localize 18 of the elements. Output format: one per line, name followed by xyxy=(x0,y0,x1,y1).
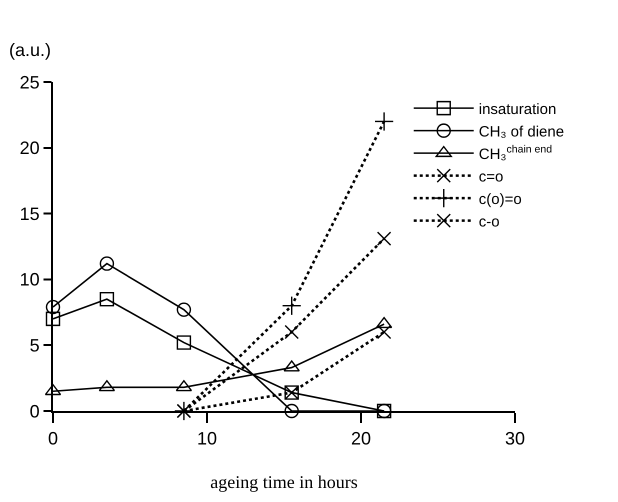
legend-label: insaturation xyxy=(478,100,556,118)
y-tick-label: 0 xyxy=(30,401,40,422)
legend-label: c(o)=o xyxy=(478,190,522,208)
y-tick-label: 5 xyxy=(30,336,40,356)
legend-label: CH₃ of diene xyxy=(478,123,564,140)
x-axis-title: ageing time in hours xyxy=(210,472,358,492)
y-tick-label: 10 xyxy=(20,270,40,290)
x-tick-label: 20 xyxy=(350,428,372,448)
x-tick-label: 10 xyxy=(196,428,218,448)
x-tick-label: 30 xyxy=(504,428,526,448)
y-tick-label: 25 xyxy=(20,72,40,92)
legend-label: c-o xyxy=(478,213,500,230)
y-tick-label: 15 xyxy=(20,204,40,224)
legend-label: c=o xyxy=(478,168,504,186)
legend-label: CH₃$^{chain end}$ xyxy=(478,144,552,163)
y-tick-label: 20 xyxy=(20,138,40,158)
x-tick-label: 0 xyxy=(48,428,58,448)
y-axis-title: (a.u.) xyxy=(9,40,52,60)
